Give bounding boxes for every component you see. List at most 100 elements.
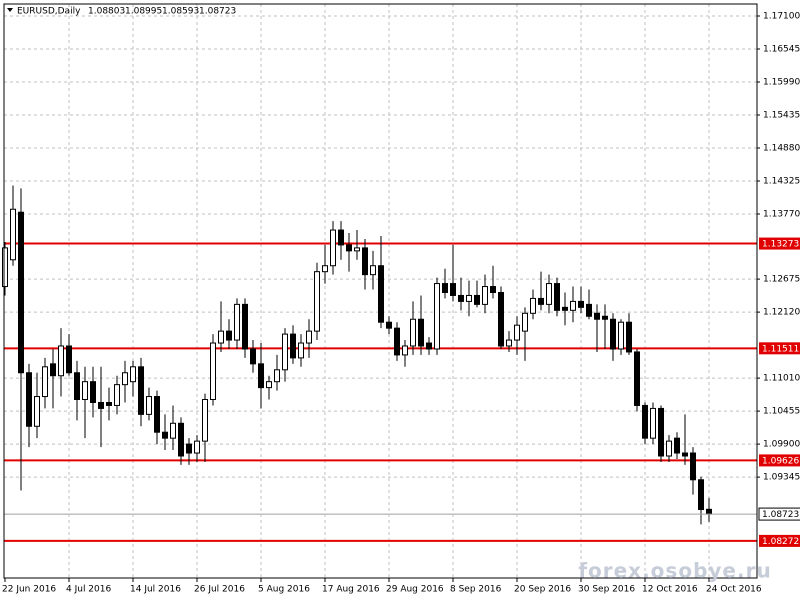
candle-body bbox=[474, 294, 480, 305]
header-low: 1.08593 bbox=[162, 7, 199, 17]
candle-body bbox=[226, 330, 232, 341]
candle-body bbox=[658, 407, 664, 457]
x-tick-label: 14 Jul 2016 bbox=[130, 585, 181, 595]
candle-body bbox=[666, 440, 672, 457]
y-tick-label: 1.15990 bbox=[763, 78, 800, 88]
candle-body bbox=[458, 294, 464, 302]
candle-body bbox=[530, 297, 536, 314]
y-tick-label: 1.11010 bbox=[763, 374, 800, 384]
candle-body bbox=[186, 443, 192, 454]
candle-body bbox=[386, 321, 392, 329]
candle-body bbox=[82, 381, 88, 401]
level-label: 1.09626 bbox=[762, 456, 799, 466]
candle-body bbox=[66, 345, 72, 374]
candle-body bbox=[522, 312, 528, 332]
menu-arrow[interactable] bbox=[7, 8, 13, 12]
candle-body bbox=[490, 286, 496, 293]
current-price-label: 1.08723 bbox=[762, 510, 799, 520]
y-tick-label: 1.12120 bbox=[763, 308, 800, 318]
candle-body bbox=[394, 327, 400, 356]
candle-body bbox=[282, 333, 288, 371]
candle-body bbox=[106, 401, 112, 406]
candle-body bbox=[562, 306, 568, 311]
y-tick-label: 1.09345 bbox=[763, 473, 800, 483]
candle-body bbox=[122, 372, 128, 386]
candle-body bbox=[690, 452, 696, 481]
x-tick-label: 8 Sep 2016 bbox=[450, 585, 502, 595]
candle-body bbox=[314, 271, 320, 332]
candle-body bbox=[130, 366, 136, 383]
candle-body bbox=[322, 265, 328, 273]
x-tick-label: 5 Aug 2016 bbox=[258, 585, 310, 595]
candle-body bbox=[58, 345, 64, 377]
y-tick-label: 1.14325 bbox=[763, 177, 800, 187]
header-open: 1.08803 bbox=[88, 7, 125, 17]
current-price-box bbox=[758, 507, 800, 521]
x-tick-label: 20 Sep 2016 bbox=[514, 585, 571, 595]
candle-body bbox=[594, 312, 600, 320]
candle-body bbox=[26, 372, 32, 427]
level-label: 1.08272 bbox=[762, 537, 799, 547]
candle-body bbox=[338, 229, 344, 246]
x-tick-label: 29 Aug 2016 bbox=[386, 585, 444, 595]
candle-body bbox=[578, 300, 584, 308]
candle-body bbox=[602, 315, 608, 320]
candle-body bbox=[290, 333, 296, 359]
candle-body bbox=[170, 422, 176, 439]
candle-body bbox=[98, 401, 104, 409]
candle-body bbox=[410, 318, 416, 347]
x-tick-label: 4 Jul 2016 bbox=[66, 585, 111, 595]
candle-body bbox=[450, 283, 456, 296]
candle-body bbox=[74, 372, 80, 401]
candle-body bbox=[242, 303, 248, 350]
x-tick-label: 26 Jul 2016 bbox=[194, 585, 245, 595]
level-label-box bbox=[759, 237, 800, 250]
plot-layer bbox=[2, 4, 760, 578]
candle-body bbox=[178, 422, 184, 457]
candle-body bbox=[610, 318, 616, 350]
y-tick-label: 1.15435 bbox=[763, 111, 800, 121]
candle-body bbox=[306, 330, 312, 344]
candle-body bbox=[442, 283, 448, 293]
x-tick-label: 24 Oct 2016 bbox=[706, 585, 762, 595]
candle-body bbox=[146, 396, 152, 415]
candle-body bbox=[202, 399, 208, 442]
header-close: 1.08723 bbox=[199, 7, 236, 17]
candle-body bbox=[2, 247, 8, 288]
candle-body bbox=[42, 366, 48, 398]
candle-body bbox=[370, 265, 376, 276]
y-tick-label: 1.16545 bbox=[763, 45, 800, 55]
candle-body bbox=[546, 283, 552, 305]
candle-body bbox=[34, 396, 40, 427]
y-tick-label: 1.09900 bbox=[763, 440, 800, 450]
candle-body bbox=[162, 431, 168, 439]
watermark: forex.osobye.ru bbox=[578, 559, 771, 583]
candle-body bbox=[258, 363, 264, 389]
candle-body bbox=[138, 366, 144, 415]
candle-body bbox=[234, 303, 240, 341]
candle-body bbox=[18, 211, 24, 374]
candle-body bbox=[154, 396, 160, 433]
candle-body bbox=[650, 407, 656, 439]
header-high: 1.08995 bbox=[125, 7, 162, 17]
candle-body bbox=[194, 440, 200, 454]
chart-title: EURUSD,Daily bbox=[17, 7, 81, 17]
candle-body bbox=[642, 404, 648, 439]
candle-body bbox=[90, 381, 96, 403]
candle-body bbox=[250, 348, 256, 365]
candle-body bbox=[482, 286, 488, 305]
candle-body bbox=[674, 437, 680, 454]
x-tick-label: 22 Jun 2016 bbox=[2, 585, 56, 595]
candle-body bbox=[362, 247, 368, 276]
candle-body bbox=[50, 363, 56, 377]
y-tick-label: 1.12675 bbox=[763, 275, 800, 285]
candle-body bbox=[498, 291, 504, 347]
candle-body bbox=[570, 300, 576, 311]
candle-body bbox=[634, 351, 640, 406]
candle-body bbox=[434, 283, 440, 350]
candle-body bbox=[466, 294, 472, 302]
candle-body bbox=[266, 381, 272, 389]
candle-body bbox=[706, 508, 712, 515]
